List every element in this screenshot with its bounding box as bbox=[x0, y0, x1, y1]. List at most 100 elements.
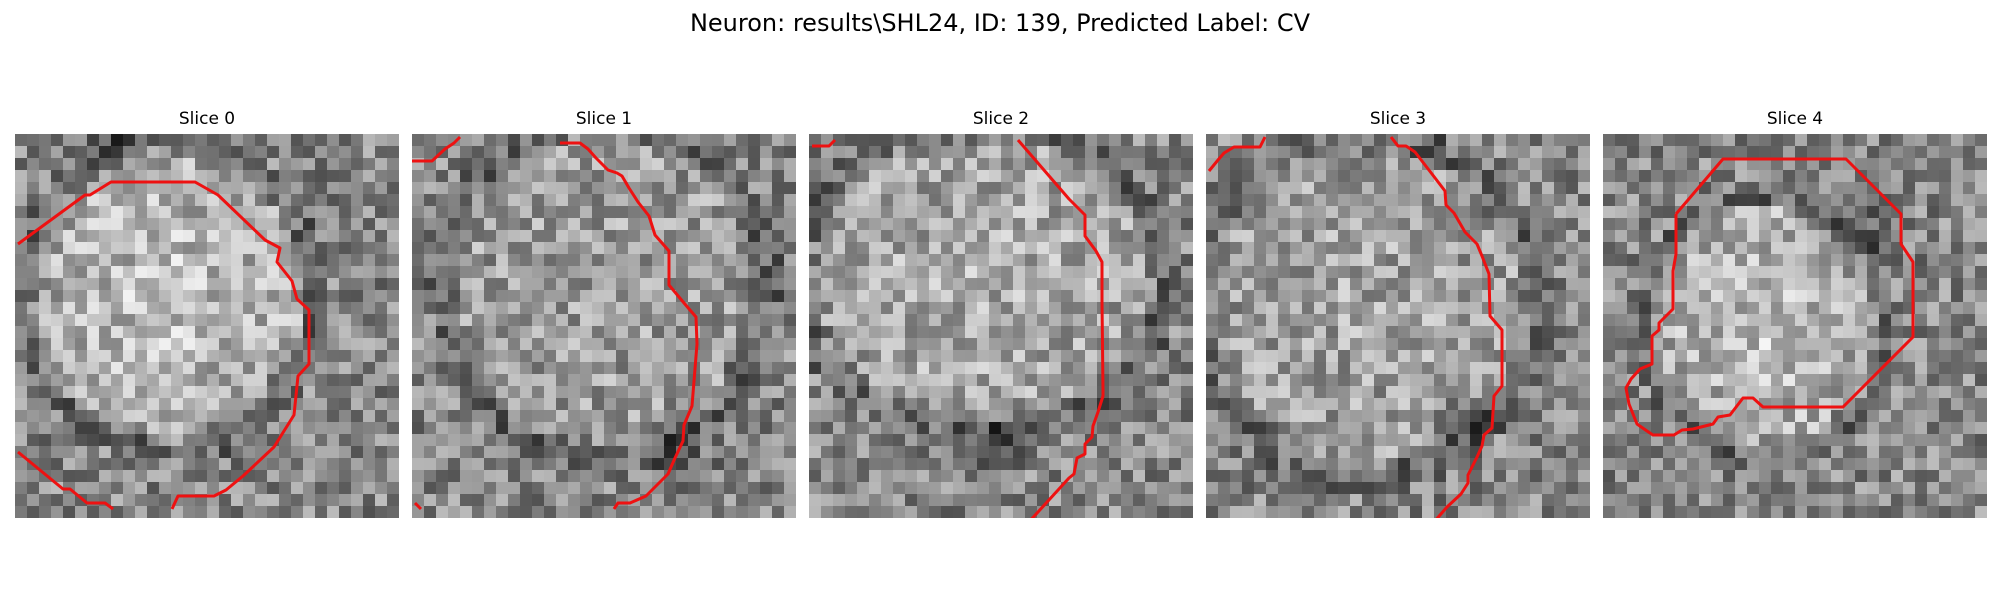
pixel bbox=[147, 314, 159, 326]
pixel bbox=[171, 446, 183, 458]
pixel bbox=[893, 314, 905, 326]
pixel bbox=[881, 410, 893, 422]
pixel bbox=[700, 482, 712, 494]
pixel bbox=[472, 338, 484, 350]
pixel bbox=[1651, 422, 1663, 434]
pixel bbox=[424, 482, 436, 494]
pixel bbox=[1603, 326, 1615, 338]
pixel bbox=[1290, 158, 1302, 170]
pixel bbox=[1951, 410, 1963, 422]
pixel bbox=[1639, 170, 1651, 182]
pixel bbox=[652, 494, 664, 506]
pixel bbox=[39, 242, 51, 254]
pixel bbox=[905, 170, 917, 182]
pixel bbox=[111, 278, 123, 290]
pixel bbox=[1639, 326, 1651, 338]
pixel bbox=[1711, 206, 1723, 218]
pixel bbox=[1157, 506, 1169, 518]
pixel bbox=[1711, 338, 1723, 350]
pixel bbox=[1939, 158, 1951, 170]
pixel bbox=[1554, 482, 1566, 494]
pixel bbox=[676, 266, 688, 278]
pixel bbox=[592, 482, 604, 494]
pixel bbox=[39, 254, 51, 266]
pixel bbox=[736, 218, 748, 230]
pixel bbox=[1975, 266, 1987, 278]
pixel bbox=[821, 242, 833, 254]
pixel bbox=[772, 218, 784, 230]
pixel bbox=[75, 458, 87, 470]
pixel bbox=[207, 158, 219, 170]
pixel bbox=[1362, 278, 1374, 290]
pixel bbox=[1157, 398, 1169, 410]
pixel bbox=[135, 494, 147, 506]
pixel bbox=[1181, 362, 1193, 374]
pixel bbox=[772, 158, 784, 170]
pixel bbox=[315, 158, 327, 170]
pixel bbox=[1458, 290, 1470, 302]
pixel bbox=[75, 290, 87, 302]
pixel bbox=[1963, 386, 1975, 398]
pixel bbox=[772, 422, 784, 434]
pixel bbox=[857, 434, 869, 446]
pixel bbox=[375, 326, 387, 338]
pixel bbox=[1145, 266, 1157, 278]
pixel bbox=[279, 398, 291, 410]
pixel bbox=[39, 434, 51, 446]
pixel bbox=[1639, 290, 1651, 302]
pixel bbox=[1386, 470, 1398, 482]
pixel bbox=[1554, 434, 1566, 446]
pixel bbox=[231, 290, 243, 302]
pixel bbox=[123, 482, 135, 494]
pixel bbox=[1266, 434, 1278, 446]
pixel bbox=[1711, 446, 1723, 458]
pixel bbox=[327, 506, 339, 518]
pixel bbox=[496, 398, 508, 410]
pixel bbox=[219, 134, 231, 146]
pixel bbox=[1627, 266, 1639, 278]
pixel bbox=[460, 374, 472, 386]
pixel bbox=[1398, 302, 1410, 314]
pixel bbox=[1049, 146, 1061, 158]
pixel bbox=[1939, 170, 1951, 182]
pixel bbox=[1314, 278, 1326, 290]
pixel bbox=[1699, 314, 1711, 326]
pixel bbox=[1242, 266, 1254, 278]
pixel bbox=[1398, 434, 1410, 446]
pixel bbox=[303, 218, 315, 230]
pixel bbox=[1723, 338, 1735, 350]
pixel bbox=[339, 302, 351, 314]
pixel bbox=[1771, 458, 1783, 470]
pixel bbox=[1218, 182, 1230, 194]
pixel bbox=[147, 362, 159, 374]
pixel bbox=[1975, 158, 1987, 170]
pixel bbox=[941, 242, 953, 254]
pixel bbox=[39, 182, 51, 194]
pixel bbox=[869, 458, 881, 470]
pixel bbox=[412, 170, 424, 182]
pixel bbox=[917, 278, 929, 290]
pixel bbox=[1759, 422, 1771, 434]
pixel bbox=[1566, 230, 1578, 242]
pixel bbox=[1073, 170, 1085, 182]
pixel bbox=[135, 254, 147, 266]
pixel bbox=[1771, 170, 1783, 182]
pixel bbox=[652, 374, 664, 386]
pixel bbox=[809, 314, 821, 326]
pixel bbox=[1603, 134, 1615, 146]
pixel bbox=[1013, 266, 1025, 278]
pixel bbox=[1530, 482, 1542, 494]
pixel bbox=[63, 422, 75, 434]
pixel bbox=[1133, 470, 1145, 482]
pixel bbox=[219, 290, 231, 302]
pixel bbox=[1097, 470, 1109, 482]
pixel bbox=[1783, 230, 1795, 242]
pixel bbox=[111, 362, 123, 374]
pixel bbox=[1434, 266, 1446, 278]
pixel bbox=[1061, 446, 1073, 458]
pixel bbox=[1254, 446, 1266, 458]
pixel bbox=[1482, 374, 1494, 386]
pixel bbox=[1206, 314, 1218, 326]
pixel bbox=[1807, 362, 1819, 374]
pixel bbox=[772, 146, 784, 158]
